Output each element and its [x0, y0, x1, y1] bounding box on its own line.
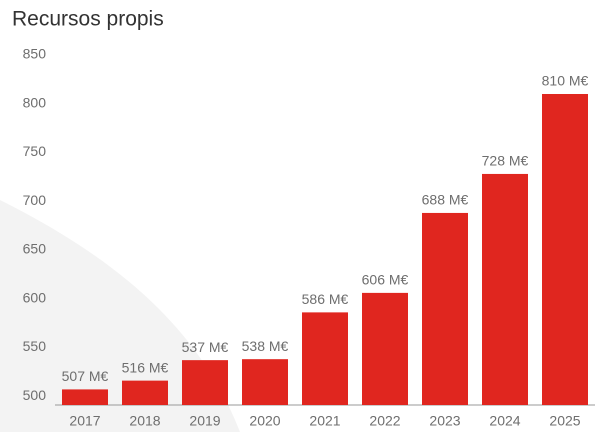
value-label: 586 M€ [302, 291, 349, 307]
x-tick-label: 2017 [69, 413, 100, 429]
bar [542, 93, 588, 405]
background-curve [0, 200, 240, 432]
y-tick-label: 650 [23, 241, 47, 257]
bar [362, 292, 408, 405]
value-label: 728 M€ [482, 153, 529, 169]
x-tick-label: 2022 [369, 413, 400, 429]
x-tick-label: 2024 [489, 413, 520, 429]
x-tick-label: 2025 [549, 413, 580, 429]
value-label: 688 M€ [422, 192, 469, 208]
value-label: 507 M€ [62, 368, 109, 384]
y-tick-label: 700 [23, 192, 47, 208]
x-tick-label: 2018 [129, 413, 160, 429]
bar [182, 360, 228, 405]
bar [422, 212, 468, 405]
value-label: 606 M€ [362, 272, 409, 288]
bar [482, 173, 528, 405]
x-tick-label: 2023 [429, 413, 460, 429]
y-tick-label: 750 [23, 143, 47, 159]
bar [242, 359, 288, 405]
bar [122, 380, 168, 405]
y-tick-label: 800 [23, 94, 47, 110]
y-tick-label: 600 [23, 289, 47, 305]
value-label: 810 M€ [542, 73, 589, 89]
value-label: 516 M€ [122, 359, 169, 375]
bar [302, 312, 348, 405]
value-label: 538 M€ [242, 338, 289, 354]
chart-title: Recursos propis [12, 8, 164, 31]
bar [62, 389, 108, 405]
value-label: 537 M€ [182, 339, 229, 355]
x-tick-label: 2021 [309, 413, 340, 429]
y-tick-label: 550 [23, 338, 47, 354]
y-tick-label: 500 [23, 387, 47, 403]
x-tick-label: 2019 [189, 413, 220, 429]
y-tick-label: 850 [23, 46, 47, 62]
x-tick-label: 2020 [249, 413, 280, 429]
